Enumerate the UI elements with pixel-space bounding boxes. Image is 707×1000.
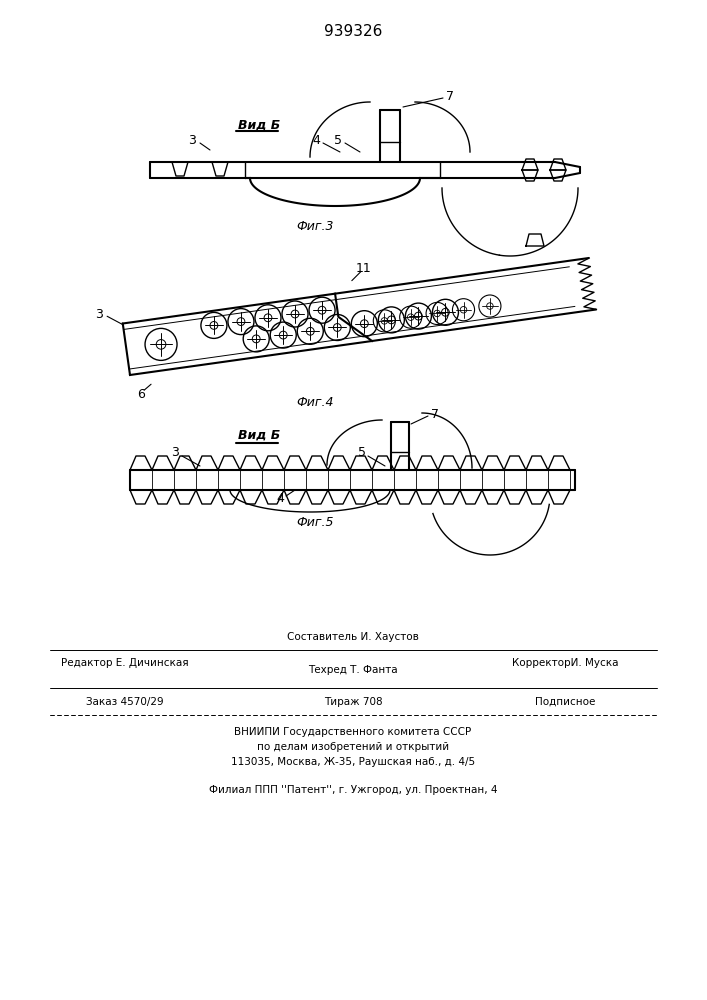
Text: 113035, Москва, Ж-35, Раушская наб., д. 4/5: 113035, Москва, Ж-35, Раушская наб., д. …	[231, 757, 475, 767]
Text: 4: 4	[312, 133, 320, 146]
Text: 11: 11	[356, 262, 372, 275]
Text: Тираж 708: Тираж 708	[324, 697, 382, 707]
Text: Вид Б: Вид Б	[238, 428, 280, 442]
Text: Заказ 4570/29: Заказ 4570/29	[86, 697, 164, 707]
Text: 7: 7	[446, 90, 454, 103]
Text: Филиал ППП ''Патент'', г. Ужгород, ул. Проектнан, 4: Филиал ППП ''Патент'', г. Ужгород, ул. П…	[209, 785, 497, 795]
Text: 939326: 939326	[324, 24, 382, 39]
Text: 5: 5	[334, 133, 342, 146]
Text: по делам изобретений и открытий: по делам изобретений и открытий	[257, 742, 449, 752]
Text: Составитель И. Хаустов: Составитель И. Хаустов	[287, 632, 419, 642]
Text: 3: 3	[95, 308, 103, 321]
Text: Подписное: Подписное	[534, 697, 595, 707]
Text: КорректорИ. Муска: КорректорИ. Муска	[512, 658, 618, 668]
Text: 3: 3	[171, 446, 179, 460]
Text: 4: 4	[276, 491, 284, 504]
Text: 3: 3	[188, 133, 196, 146]
Text: Вид Б: Вид Б	[238, 118, 280, 131]
Text: Техред Т. Фанта: Техред Т. Фанта	[308, 665, 398, 675]
Text: ВНИИПИ Государственного комитета СССР: ВНИИПИ Государственного комитета СССР	[235, 727, 472, 737]
Text: 7: 7	[431, 408, 439, 420]
Text: Редактор Е. Дичинская: Редактор Е. Дичинская	[62, 658, 189, 668]
Text: Фиг.5: Фиг.5	[296, 516, 334, 528]
Text: Фиг.4: Фиг.4	[296, 395, 334, 408]
Text: 6: 6	[137, 388, 145, 401]
Text: Фиг.3: Фиг.3	[296, 221, 334, 233]
Text: 5: 5	[358, 446, 366, 460]
